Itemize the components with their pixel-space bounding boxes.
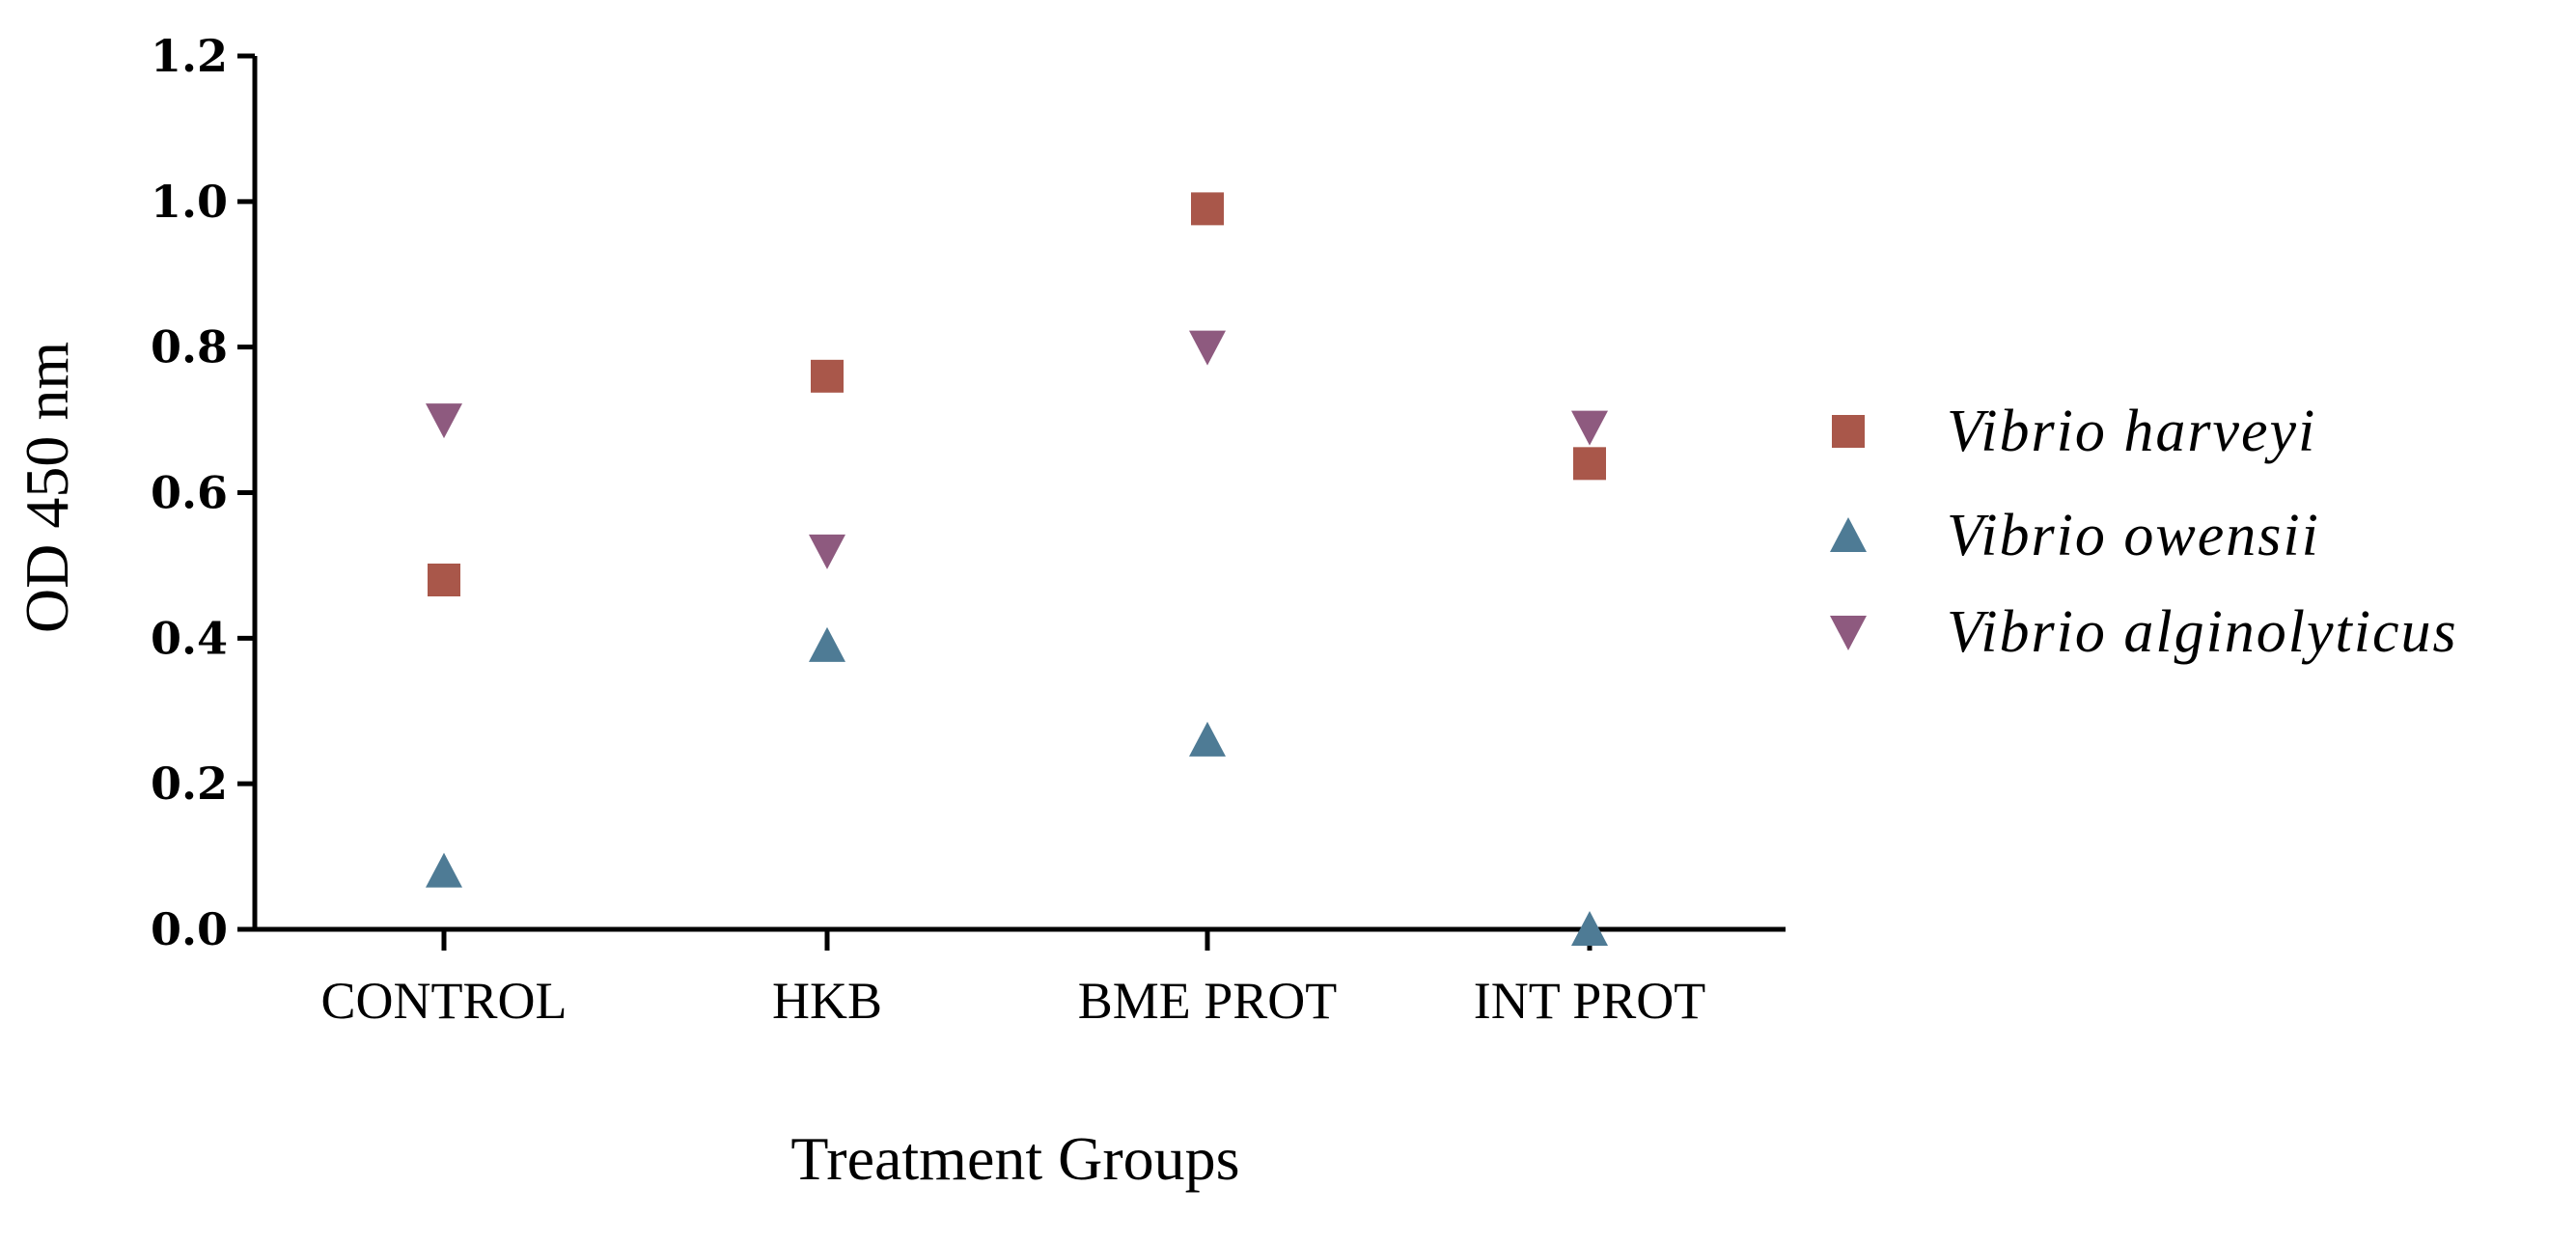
data-point [1571, 911, 1608, 946]
data-point [1573, 447, 1606, 481]
y-axis-title: OD 450 nm [13, 342, 81, 633]
x-tick-label: BME PROT [1078, 972, 1338, 1030]
legend-label: Vibrio owensii [1947, 503, 2320, 568]
legend-label: Vibrio alginolyticus [1947, 599, 2458, 665]
y-tick-label: 0.2 [151, 758, 228, 810]
y-tick-label: 0.6 [151, 467, 228, 519]
x-tick-label: CONTROL [321, 972, 568, 1030]
y-tick-label: 1.2 [151, 30, 228, 82]
x-tick-label: HKB [772, 972, 882, 1030]
data-point [1189, 721, 1226, 757]
y-tick-label: 0.0 [151, 903, 228, 955]
y-axis-ticks: 0.0 0.2 0.4 0.6 0.8 1.0 1.2 [151, 30, 255, 955]
y-tick-label: 0.8 [151, 321, 228, 373]
legend-marker [1830, 517, 1867, 552]
data-point [426, 403, 462, 439]
data-point [1189, 330, 1226, 366]
y-tick-label: 1.0 [151, 176, 228, 228]
legend-marker [1832, 415, 1865, 448]
data-point [809, 534, 845, 569]
x-axis-title: Treatment Groups [790, 1124, 1239, 1193]
data-point [811, 359, 844, 393]
legend-marker [1830, 616, 1867, 650]
data-points [426, 192, 1608, 946]
x-tick-label: INT PROT [1474, 972, 1706, 1030]
data-point [809, 626, 845, 662]
y-tick-label: 0.4 [151, 612, 228, 664]
data-point [1571, 410, 1608, 446]
legend: Vibrio harveyi Vibrio owensii Vibrio algin… [1830, 399, 2458, 665]
legend-label: Vibrio harveyi [1947, 399, 2316, 464]
data-point [1191, 192, 1224, 226]
axes [252, 56, 1786, 932]
data-point [428, 564, 460, 596]
data-point [426, 852, 462, 888]
x-axis-ticks: CONTROL HKB BME PROT INT PROT [321, 929, 1706, 1030]
